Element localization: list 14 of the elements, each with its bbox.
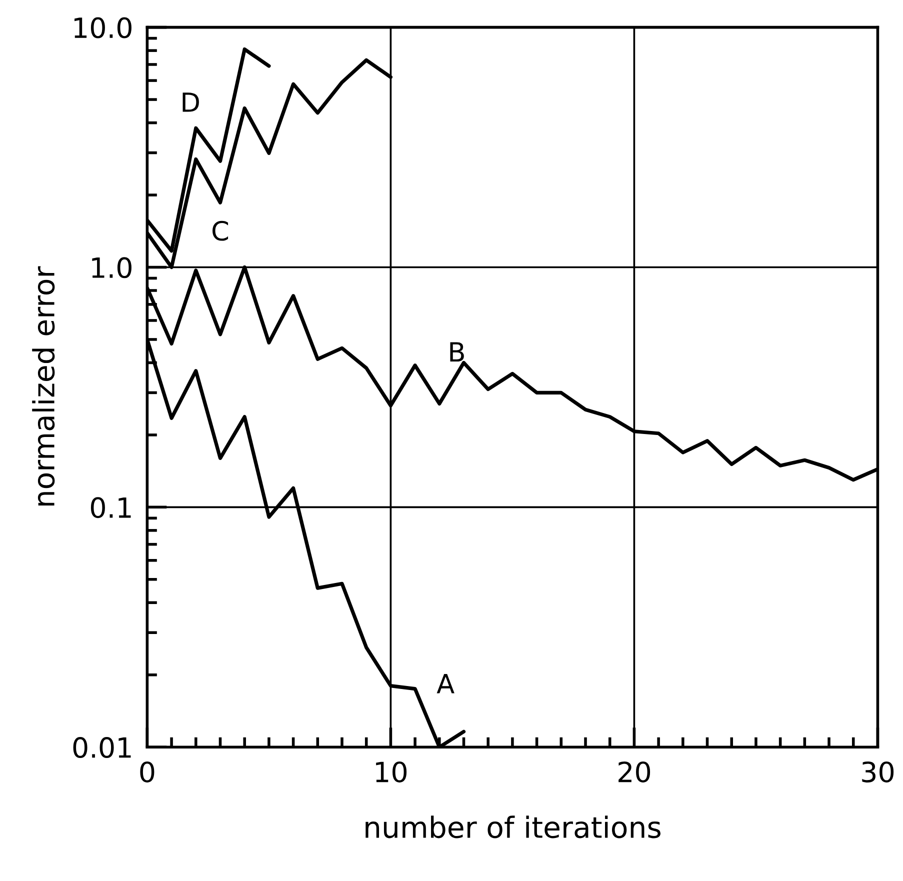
y-tick-label: 0.1: [90, 497, 131, 518]
x-tick-label: 30: [862, 761, 894, 782]
annotation: D: [182, 92, 199, 112]
x-tick-label: 20: [618, 761, 650, 782]
x-axis-title: number of iterations: [366, 816, 660, 838]
annotation: C: [212, 220, 228, 241]
x-tick-label: 0: [140, 761, 154, 782]
y-tick-label: 0.01: [73, 737, 131, 758]
y-tick-label: 1.0: [92, 257, 132, 278]
y-tick-label: 10.0: [74, 17, 132, 38]
x-tick-label: 10: [376, 761, 407, 782]
annotation: B: [450, 342, 464, 362]
y-axis-title: normalized error: [32, 266, 55, 506]
annotation: A: [436, 674, 454, 694]
